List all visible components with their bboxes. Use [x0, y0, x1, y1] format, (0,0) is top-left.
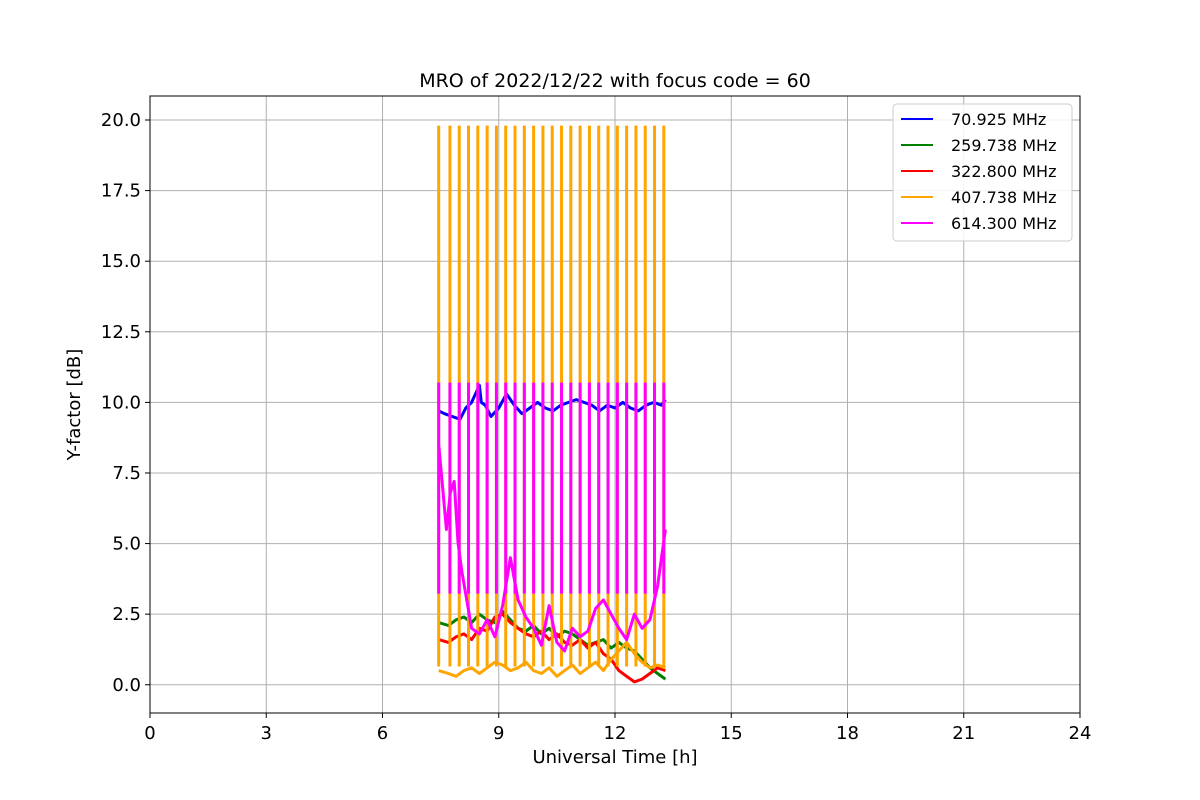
series-line [437, 444, 667, 653]
y-tick-label: 15.0 [101, 251, 141, 272]
legend-label: 322.800 MHz [951, 162, 1056, 181]
series-layer [437, 125, 667, 684]
y-axis-label: Y-factor [dB] [64, 349, 85, 462]
legend-label: 614.300 MHz [951, 214, 1056, 233]
legend-label: 407.738 MHz [951, 188, 1056, 207]
x-tick-label: 9 [493, 723, 504, 744]
legend-label: 70.925 MHz [951, 110, 1046, 129]
x-tick-label: 15 [720, 723, 743, 744]
y-tick-label: 5.0 [112, 534, 141, 555]
y-tick-label: 2.5 [112, 604, 141, 625]
x-tick-label: 18 [836, 723, 859, 744]
x-tick-label: 21 [952, 723, 975, 744]
x-tick-label: 6 [377, 723, 388, 744]
y-tick-label: 7.5 [112, 463, 141, 484]
legend-label: 259.738 MHz [951, 136, 1056, 155]
legend-box [892, 103, 1073, 242]
chart-title: MRO of 2022/12/22 with focus code = 60 [419, 70, 811, 92]
x-tick-label: 0 [144, 723, 155, 744]
y-tick-label: 10.0 [101, 392, 141, 413]
y-tick-label: 20.0 [101, 110, 141, 131]
y-tick-label: 0.0 [112, 675, 141, 696]
y-tick-label: 17.5 [101, 181, 141, 202]
x-tick-label: 3 [261, 723, 272, 744]
y-tick-label: 12.5 [101, 322, 141, 343]
x-axis-label: Universal Time [h] [532, 747, 697, 768]
x-tick-label: 24 [1069, 723, 1092, 744]
series-line [438, 640, 666, 678]
ticks: 0 3 6 9 12 15 18 21 24 0.0 2.5 5.0 7.5 10.0 12.5 15.0 17… [101, 110, 1092, 744]
x-tick-label: 12 [604, 723, 627, 744]
legend: 70.925 MHz 259.738 MHz 322.800 MHz 407.738 … [892, 103, 1073, 242]
